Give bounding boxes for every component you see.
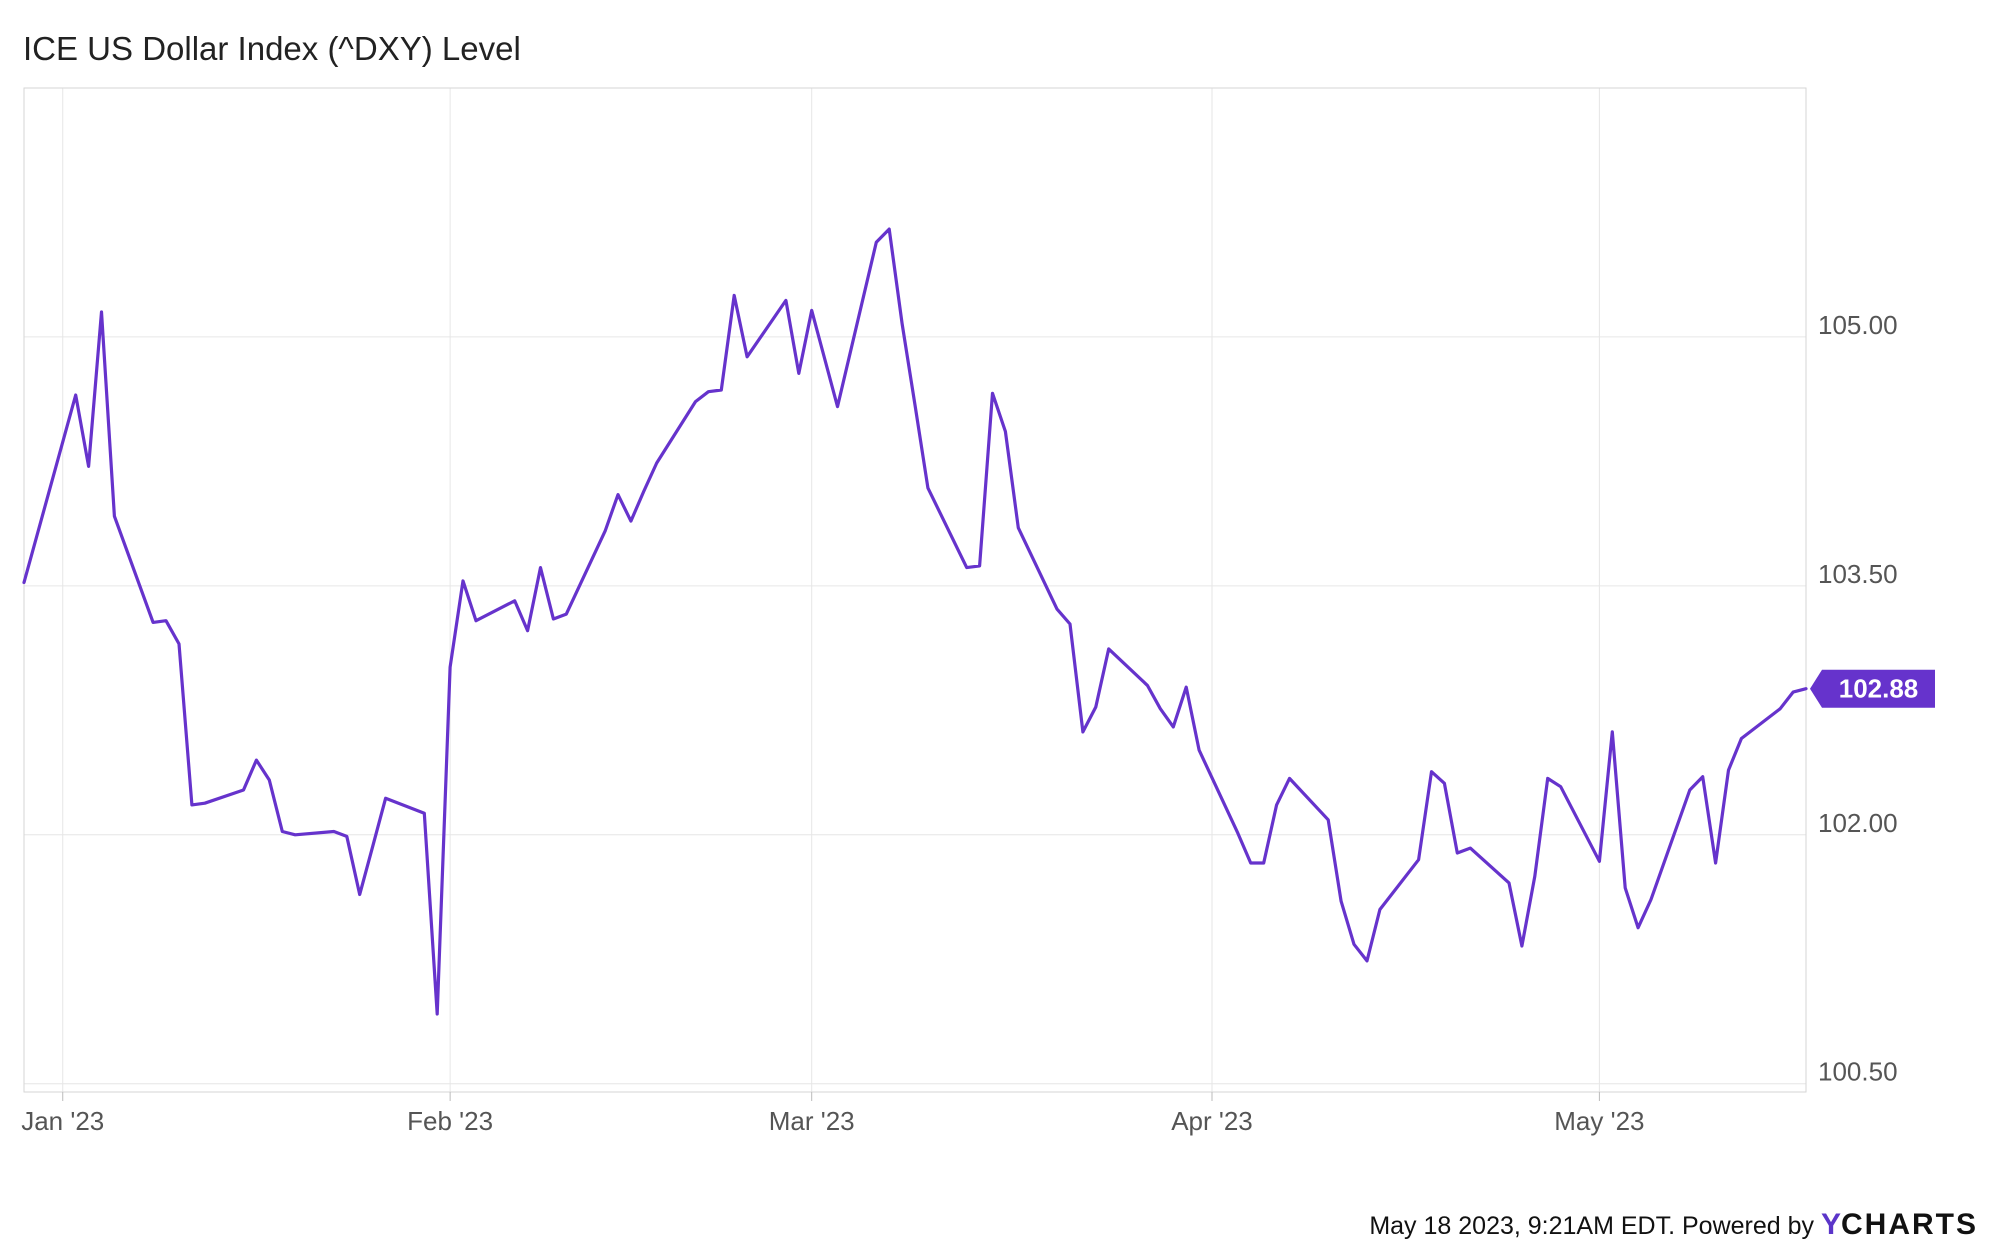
x-tick-label: Apr '23 bbox=[1171, 1106, 1253, 1136]
x-tick-label: Jan '23 bbox=[21, 1106, 104, 1136]
last-value-badge-bg bbox=[1810, 669, 1935, 708]
footer-attribution: May 18 2023, 9:21AM EDT. Powered by YCHA… bbox=[1369, 1208, 1978, 1242]
x-tick-label: Feb '23 bbox=[407, 1106, 493, 1136]
ycharts-logo-text: CHARTS bbox=[1841, 1208, 1978, 1241]
y-tick-label: 100.50 bbox=[1818, 1057, 1898, 1087]
y-tick-label: 103.50 bbox=[1818, 559, 1898, 589]
x-axis: Jan '23 Feb '23 Mar '23 Apr '23 May '23 bbox=[21, 1092, 1645, 1136]
plot-frame bbox=[23, 87, 1807, 1093]
gridlines bbox=[24, 88, 1806, 1092]
x-tick-label: Mar '23 bbox=[769, 1106, 855, 1136]
last-value-badge: 102.88 bbox=[1810, 669, 1935, 708]
footer-powered-by: Powered by bbox=[1682, 1212, 1815, 1240]
y-tick-label: 102.00 bbox=[1818, 808, 1898, 838]
last-value-label: 102.88 bbox=[1839, 674, 1919, 704]
y-axis: 100.50 102.00 103.50 105.00 bbox=[1818, 310, 1898, 1087]
ycharts-logo-y: Y bbox=[1820, 1208, 1841, 1241]
series-line-dxy bbox=[22, 227, 1808, 1016]
footer-timestamp: May 18 2023, 9:21AM EDT. bbox=[1369, 1212, 1676, 1240]
chart-title: ICE US Dollar Index (^DXY) Level bbox=[23, 30, 521, 67]
y-tick-label: 105.00 bbox=[1818, 310, 1898, 340]
x-tick-label: May '23 bbox=[1554, 1106, 1644, 1136]
